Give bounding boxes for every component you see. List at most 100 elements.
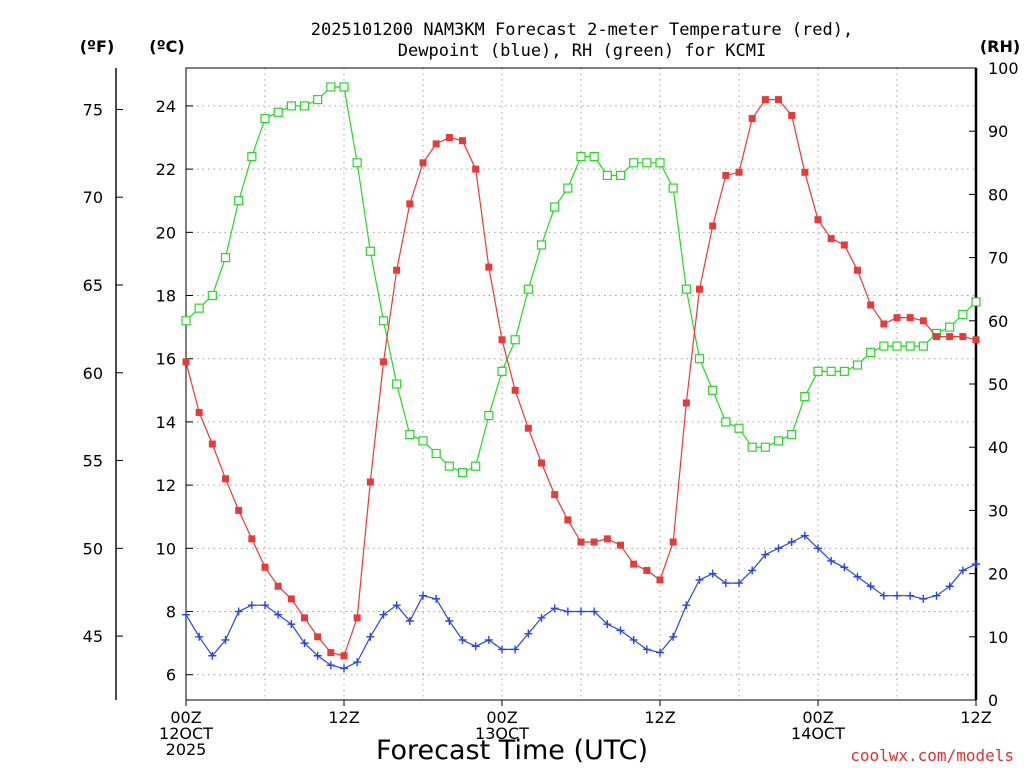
dewpoint-point	[221, 635, 230, 644]
temperature-point	[735, 168, 743, 176]
dewpoint-point	[234, 607, 243, 616]
rh-tick-label: 50	[988, 375, 1008, 394]
dewpoint-point	[287, 620, 296, 629]
temperature-point	[761, 96, 769, 104]
x-tick-label: 2025	[166, 740, 207, 759]
dewpoint-point	[208, 651, 217, 660]
temperature-line	[185, 98, 977, 657]
celsius-tick-label: 24	[156, 97, 176, 116]
rh-point	[589, 151, 599, 162]
dewpoint-point	[932, 591, 941, 600]
dewpoint-point	[247, 601, 256, 610]
rh-tick-label: 100	[988, 59, 1019, 78]
dewpoint-point	[313, 651, 322, 660]
rh-point	[694, 354, 705, 364]
temperature-point	[314, 633, 322, 641]
temperature-point	[801, 168, 809, 176]
rh-point	[629, 158, 639, 168]
rh-point	[563, 183, 573, 193]
dewpoint-point	[326, 661, 335, 670]
temperature-point	[380, 358, 387, 366]
rh-point	[457, 467, 468, 478]
rh-point	[734, 423, 744, 433]
dewpoint-point	[498, 645, 506, 654]
x-tick-label: 12Z	[644, 708, 675, 727]
temperature-point	[472, 165, 480, 173]
rh-point	[405, 429, 415, 440]
rh-point	[286, 101, 296, 111]
temperature-point	[867, 301, 875, 309]
temperature-point	[630, 560, 638, 568]
dewpoint-point	[814, 544, 822, 553]
rh-tick-label: 60	[988, 312, 1008, 331]
dewpoint-point	[405, 617, 414, 625]
temperature-point	[840, 241, 848, 249]
dewpoint-point	[735, 579, 743, 588]
temperature-point	[208, 440, 216, 448]
rh-point	[444, 461, 454, 471]
temperature-point	[432, 140, 440, 148]
rh-point	[326, 82, 336, 92]
rh-point	[181, 316, 191, 326]
temperature-point	[551, 491, 559, 499]
rh-point	[708, 385, 718, 395]
temperature-point	[906, 314, 914, 322]
rh-point	[655, 158, 665, 168]
temperature-point	[893, 314, 901, 322]
dewpoint-point	[379, 610, 388, 619]
rh-point	[497, 366, 507, 376]
dewpoint-point	[800, 531, 809, 540]
rh-point	[299, 101, 310, 111]
dewpoint-point	[853, 572, 862, 581]
temperature-point	[603, 535, 611, 543]
rh-point	[378, 316, 389, 326]
temperature-point	[248, 535, 256, 543]
dewpoint-point	[972, 560, 980, 569]
dewpoint-point	[261, 601, 269, 610]
temperature-point	[498, 336, 506, 344]
temperature-point	[696, 285, 703, 293]
fahrenheit-tick-label: 50	[83, 539, 103, 558]
temperature-point	[393, 266, 401, 274]
fahrenheit-tick-label: 65	[83, 276, 103, 295]
temperature-point	[854, 266, 861, 274]
dewpoint-point	[524, 629, 533, 638]
dewpoint-point	[392, 601, 401, 610]
rh-point	[431, 448, 441, 459]
temperature-point	[222, 475, 229, 483]
dewpoint-point	[616, 626, 625, 635]
rh-point	[260, 113, 270, 124]
dewpoint-point	[353, 658, 362, 667]
dewpoint-point	[642, 645, 651, 654]
temperature-point	[577, 538, 585, 546]
rh-point	[747, 442, 757, 452]
temperature-point	[709, 222, 717, 230]
temperature-point	[301, 614, 308, 622]
rh-point	[615, 170, 626, 181]
rh-point	[471, 461, 481, 471]
dewpoint-point	[603, 620, 612, 629]
dewpoint-point	[748, 566, 757, 575]
temperature-point	[919, 317, 927, 325]
rh-point	[550, 202, 560, 212]
x-tick-label: 12Z	[960, 708, 991, 727]
dewpoint-point	[774, 544, 783, 553]
rh-point	[207, 290, 217, 301]
chart-title-line-2: Dewpoint (blue), RH (green) for KCMI	[398, 41, 766, 61]
dewpoint-point	[366, 632, 375, 641]
rh-point	[800, 392, 810, 402]
rh-point	[510, 335, 520, 345]
dewpoint-point	[906, 591, 915, 600]
dewpoint-point	[550, 604, 559, 613]
rh-point	[813, 366, 823, 376]
temperature-point	[617, 541, 624, 549]
dewpoint-point	[484, 635, 493, 644]
x-tick-label: 00Z	[486, 708, 517, 727]
dewpoint-point	[471, 642, 480, 651]
rh-point	[681, 284, 691, 294]
rh-point	[839, 366, 849, 376]
rh-unit-label: (RH)	[980, 37, 1020, 56]
celsius-tick-label: 14	[156, 413, 176, 432]
dewpoint-point	[708, 569, 717, 578]
dewpoint-point	[695, 575, 704, 584]
